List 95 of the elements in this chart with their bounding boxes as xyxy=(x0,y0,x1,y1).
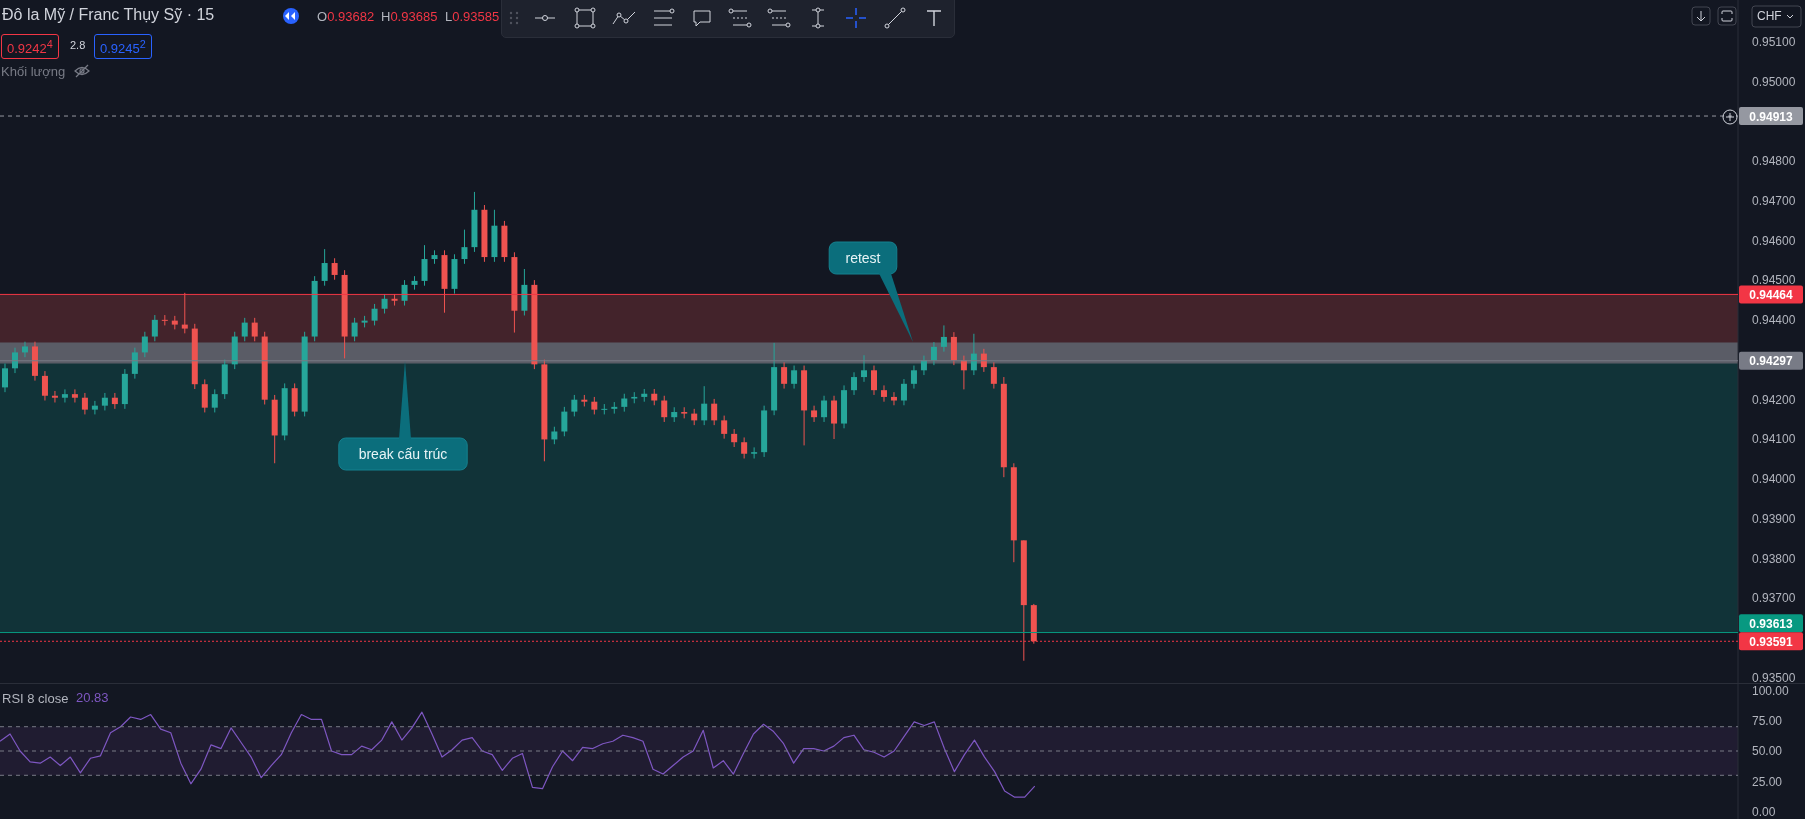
candlestick xyxy=(91,400,98,415)
chart-title: Đô la Mỹ / Franc Thụy Sỹ · 15 xyxy=(2,6,215,24)
candlestick xyxy=(781,361,788,390)
candlestick xyxy=(111,392,118,410)
candlestick xyxy=(331,257,338,281)
annotation: Khối lượng xyxy=(1,64,66,79)
candlestick xyxy=(101,392,108,411)
candlestick xyxy=(900,378,907,406)
candlestick xyxy=(2,363,8,393)
candlestick xyxy=(571,394,578,417)
y-tick-label: 25.00 xyxy=(1752,774,1783,789)
candlestick xyxy=(940,324,947,353)
y-tick-label: 0.93900 xyxy=(1752,511,1796,526)
candlestick xyxy=(701,385,708,426)
candlestick xyxy=(401,279,408,307)
candlestick xyxy=(791,365,798,390)
annotation: retest xyxy=(845,250,881,266)
y-tick-label: 0.93500 xyxy=(1752,670,1796,685)
y-tick-label: 0.94400 xyxy=(1752,313,1796,328)
y-tick-label: 0.00 xyxy=(1752,804,1776,819)
candlestick xyxy=(811,405,818,423)
y-tick-label: 0.94200 xyxy=(1752,392,1796,407)
candlestick xyxy=(930,341,937,366)
ref-line-label: 0.94464 xyxy=(1749,287,1794,302)
y-tick-label: 0.95100 xyxy=(1752,34,1796,49)
candlestick xyxy=(851,371,858,396)
candlestick xyxy=(950,331,957,366)
y-tick-label: 0.95000 xyxy=(1752,74,1796,89)
annotation: O0.93682 xyxy=(317,9,375,24)
y-tick-label: 0.94500 xyxy=(1752,273,1796,288)
y-tick-label: 0.94100 xyxy=(1752,432,1796,447)
annotation: 0.9245$^{2}$ xyxy=(94,34,152,60)
annotation: L0.93585 xyxy=(445,9,500,24)
candlestick xyxy=(321,248,328,287)
candlestick xyxy=(661,395,668,423)
y-tick-label: 0.93800 xyxy=(1752,551,1796,566)
candlestick xyxy=(291,382,298,417)
candlestick xyxy=(201,378,208,413)
y-tick-label: 0.94600 xyxy=(1752,233,1796,248)
candlestick xyxy=(970,333,977,376)
candlestick xyxy=(51,390,58,403)
candlestick xyxy=(711,398,718,426)
candlestick xyxy=(920,355,927,376)
candlestick xyxy=(71,388,78,403)
candlestick xyxy=(751,446,758,460)
candlestick xyxy=(241,317,248,342)
candlestick xyxy=(880,384,887,403)
line-series xyxy=(0,711,1036,798)
candlestick xyxy=(601,403,608,415)
y-tick-label: 0.94700 xyxy=(1752,193,1796,208)
candlestick xyxy=(461,229,468,265)
ref-line-label: 0.93591 xyxy=(1749,634,1794,649)
ref-line-label: 0.94297 xyxy=(1749,354,1794,369)
candlestick xyxy=(421,244,428,287)
y-axis-title: CHF xyxy=(1757,9,1782,23)
ref-line-label: 0.93613 xyxy=(1749,616,1794,631)
candlestick xyxy=(351,317,358,342)
candlestick xyxy=(831,395,838,440)
candlestick xyxy=(61,388,68,403)
candlestick xyxy=(81,392,88,415)
candlestick xyxy=(741,436,748,460)
candlestick xyxy=(141,331,148,358)
annotation: 0.9242$^{4}$ xyxy=(1,34,59,60)
candlestick xyxy=(11,347,18,374)
candlestick xyxy=(990,361,997,390)
candlestick xyxy=(960,355,967,390)
candlestick xyxy=(910,365,917,390)
candlestick xyxy=(721,415,728,440)
y-tick-label: 0.94800 xyxy=(1752,154,1796,169)
candlestick xyxy=(41,370,48,401)
candlestick xyxy=(151,314,158,342)
annotation: 2.8 xyxy=(70,38,86,53)
annotation: 20.83 xyxy=(76,690,109,705)
candlestick xyxy=(161,314,168,326)
candlestick xyxy=(871,365,877,396)
candlestick xyxy=(861,354,868,383)
candlestick xyxy=(131,347,138,380)
candlestick xyxy=(211,388,218,413)
candlestick xyxy=(21,341,28,358)
annotation: break cấu trúc xyxy=(358,446,448,462)
candlestick xyxy=(561,406,568,437)
candlestick xyxy=(371,303,378,326)
y-tick-label: 100.00 xyxy=(1752,683,1790,698)
y-tick-label: 75.00 xyxy=(1752,713,1783,728)
candlestick xyxy=(251,317,258,342)
ref-line-label: 0.94913 xyxy=(1749,109,1794,124)
y-tick-label: 50.00 xyxy=(1752,744,1783,759)
annotation: H0.93685 xyxy=(381,9,438,24)
candlestick xyxy=(181,292,188,334)
y-tick-label: 0.94000 xyxy=(1752,472,1796,487)
candlestick xyxy=(821,395,828,423)
y-tick-label: 0.93700 xyxy=(1752,591,1796,606)
candlestick xyxy=(381,293,388,314)
candlestick xyxy=(890,391,897,406)
text: RSI 8 close xyxy=(2,690,69,708)
